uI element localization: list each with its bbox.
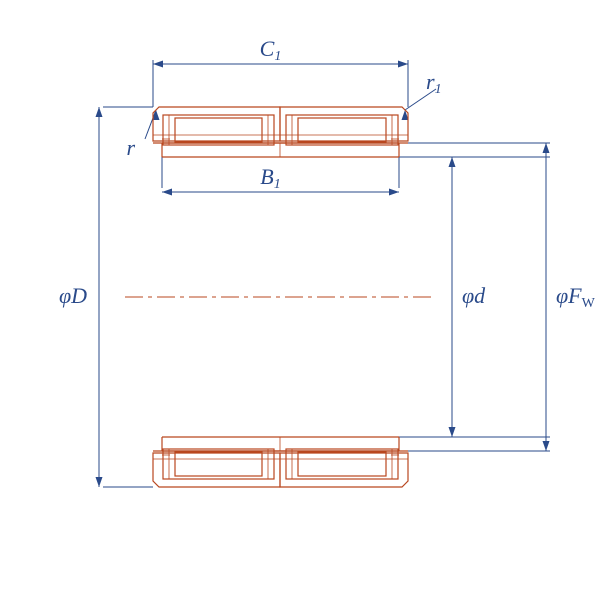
label-c1: C1	[260, 36, 282, 64]
label-phi-d-bore: φd	[462, 283, 486, 308]
bearing-cross-section-diagram: C1 B1 r r1 φD φd φFW	[0, 0, 600, 600]
label-b1: B1	[260, 164, 280, 192]
label-r1: r1	[426, 69, 442, 97]
label-r: r	[126, 135, 135, 160]
label-phi-d-outer: φD	[59, 283, 87, 308]
label-phi-fw: φFW	[556, 283, 596, 311]
